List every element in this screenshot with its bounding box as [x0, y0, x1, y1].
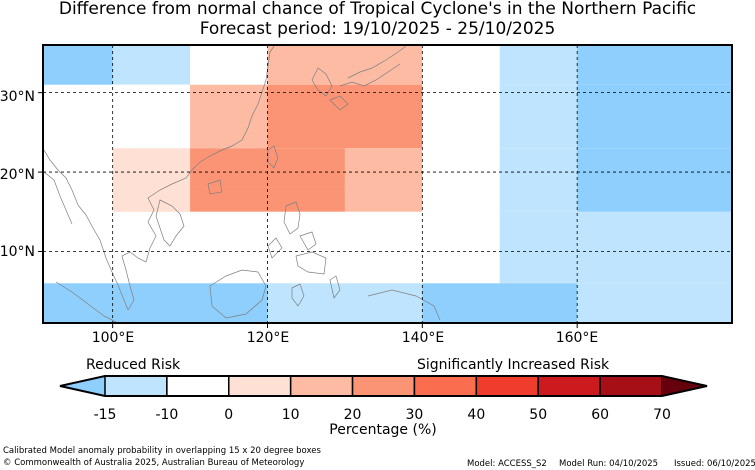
risk-cell-22 [190, 187, 345, 212]
colorbar-tick-label: 20 [343, 407, 362, 423]
colorbar-bin-0 [104, 375, 168, 397]
colorbar-bin-5 [413, 375, 478, 397]
footer-copyright: © Commonwealth of Australia 2025, Austra… [3, 458, 305, 468]
risk-cells [43, 45, 732, 323]
risk-cell-25 [499, 187, 578, 212]
footer-model: Model: ACCESS_S2 [467, 459, 547, 469]
colorbar-tick-label: 50 [529, 407, 548, 423]
risk-cell-20 [43, 187, 113, 212]
lon-label-140e: 140°E [401, 330, 445, 346]
lat-label-20n: 20°N [0, 167, 35, 183]
colorbar-bin-2 [228, 375, 292, 397]
colorbar-bin-1 [166, 375, 230, 397]
footer-note: Calibrated Model anomaly probability in … [3, 446, 321, 456]
grid-lines [43, 45, 732, 323]
risk-cell-7 [112, 84, 191, 149]
lon-label-160e: 160°E [555, 330, 599, 346]
risk-cell-4 [422, 45, 500, 85]
map-frame [42, 44, 733, 324]
risk-cell-9 [267, 84, 423, 149]
lon-label-100e: 100°E [91, 330, 135, 346]
colorbar-tick-label: 30 [405, 407, 424, 423]
colorbar-label: Percentage (%) [329, 422, 437, 438]
risk-cell-2 [190, 45, 268, 85]
risk-cell-12 [577, 84, 732, 149]
risk-cell-33 [577, 283, 732, 323]
risk-cell-1 [112, 45, 191, 85]
risk-cell-16 [344, 148, 423, 188]
colorbar-bin-4 [351, 375, 416, 397]
risk-cell-28 [499, 211, 578, 284]
risk-cell-32 [422, 283, 578, 323]
colorbar-bin-3 [289, 375, 354, 397]
increased-risk-caption: Significantly Increased Risk [417, 357, 610, 373]
colorbar-tick-label: 10 [281, 407, 300, 423]
risk-cell-19 [577, 148, 732, 188]
risk-cell-0 [43, 45, 113, 85]
colorbar-tick-label: 40 [467, 407, 486, 423]
risk-cell-29 [577, 211, 732, 284]
risk-cell-11 [499, 84, 578, 149]
colorbar-bin-8 [599, 375, 663, 397]
risk-cell-21 [112, 187, 191, 212]
reduced-risk-caption: Reduced Risk [86, 357, 181, 373]
colorbar-tick-label: 60 [591, 407, 610, 423]
colorbar-tick-label: 0 [224, 407, 234, 423]
risk-cell-14 [112, 148, 191, 188]
lat-label-30n: 30°N [0, 89, 35, 105]
coastline [43, 45, 441, 323]
footer-model-run: Model Run: 04/10/2025 [559, 459, 659, 469]
chart-title: Difference from normal chance of Tropica… [58, 0, 697, 19]
footer-issued: Issued: 06/10/2025 [674, 459, 755, 469]
risk-cell-31 [267, 283, 423, 323]
risk-cell-8 [190, 84, 268, 149]
risk-cell-10 [422, 84, 500, 149]
risk-cell-23 [344, 187, 423, 212]
risk-cell-26 [577, 187, 732, 212]
colorbar-tick-label: 70 [653, 407, 671, 423]
risk-cell-6 [577, 45, 732, 85]
axis-ticks [38, 92, 578, 328]
risk-cell-18 [499, 148, 578, 188]
colorbar-bin-7 [537, 375, 601, 397]
colorbar-arrow-max [662, 376, 707, 396]
risk-cell-5 [499, 45, 578, 85]
colorbar-tick-label: -15 [93, 407, 117, 423]
colorbar-arrow-min [60, 376, 105, 396]
risk-cell-30 [43, 283, 268, 323]
colorbar-tick-label: -10 [155, 407, 179, 423]
risk-cell-3 [267, 45, 423, 85]
lon-label-120e: 120°E [246, 330, 290, 346]
forecast-period: Forecast period: 19/10/2025 - 25/10/2025 [199, 19, 556, 39]
colorbar-bin-6 [475, 375, 539, 397]
risk-cell-17 [422, 148, 500, 188]
lat-label-10n: 10°N [0, 244, 35, 260]
risk-cell-24 [422, 187, 500, 212]
